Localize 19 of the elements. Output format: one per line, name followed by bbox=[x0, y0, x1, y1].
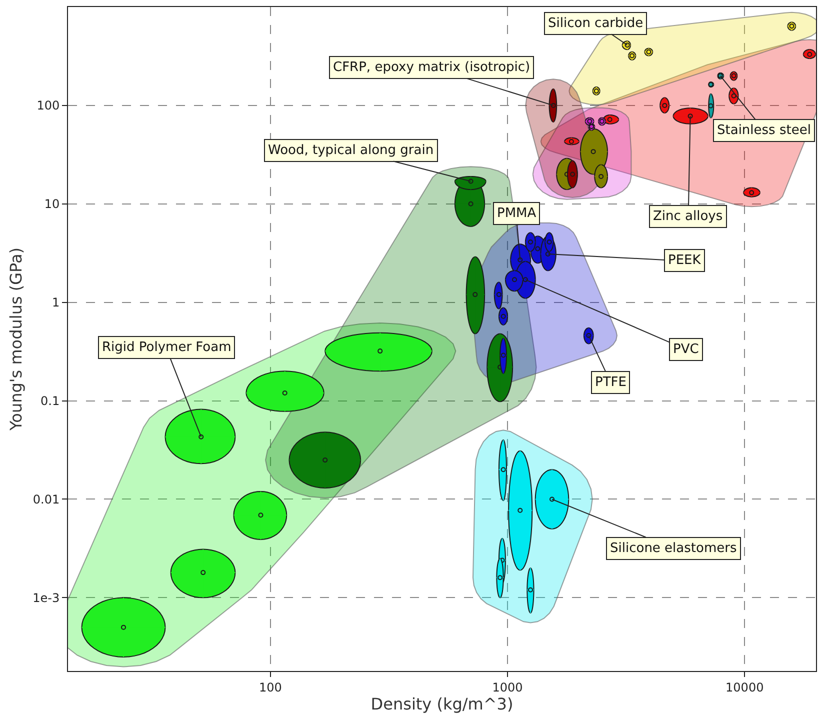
x-tick-label: 10000 bbox=[726, 680, 764, 694]
annotation: Wood, typical along grain bbox=[268, 143, 434, 158]
annotation: Silicone elastomers bbox=[610, 541, 737, 556]
annotation: CFRP, epoxy matrix (isotropic) bbox=[333, 60, 530, 75]
x-axis-title: Density (kg/m^3) bbox=[370, 694, 514, 714]
annotation: PEEK bbox=[668, 253, 702, 268]
y-tick-label: 10 bbox=[44, 197, 60, 212]
y-tick-label: 100 bbox=[36, 98, 60, 113]
y-tick-label: 1e-3 bbox=[32, 590, 60, 605]
y-tick-label: 0.1 bbox=[40, 394, 60, 408]
annotation: Rigid Polymer Foam bbox=[102, 340, 232, 355]
x-tick-label: 100 bbox=[258, 680, 282, 694]
annotation: PTFE bbox=[595, 375, 626, 390]
x-tick-label: 1000 bbox=[492, 680, 523, 694]
y-tick-label: 0.01 bbox=[32, 492, 60, 506]
y-axis-title: Young's modulus (GPa) bbox=[6, 248, 26, 432]
y-tick-label: 1 bbox=[52, 296, 60, 310]
annotation: Zinc alloys bbox=[653, 209, 723, 224]
annotation: PVC bbox=[673, 342, 699, 357]
